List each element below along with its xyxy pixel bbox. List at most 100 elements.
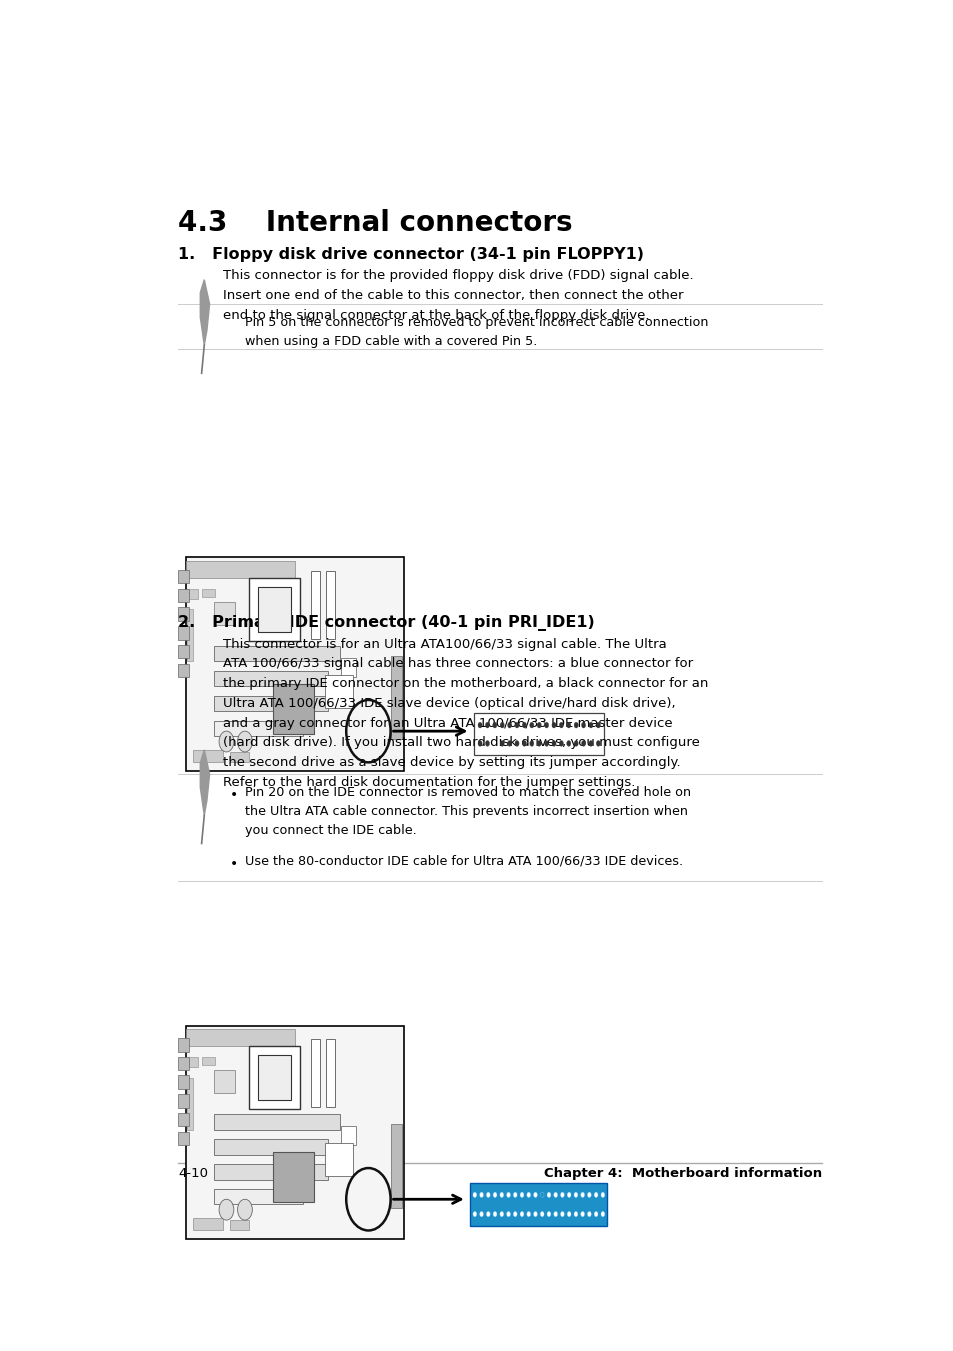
Circle shape [219, 1200, 233, 1220]
Text: Use the 80-conductor IDE cable for Ultra ATA 100/66/33 IDE devices.: Use the 80-conductor IDE cable for Ultra… [245, 855, 682, 867]
Circle shape [552, 723, 556, 728]
Circle shape [567, 1193, 571, 1197]
Circle shape [237, 731, 252, 753]
Circle shape [506, 1212, 510, 1217]
Text: Pin 5 on the connector is removed to prevent incorrect cable connection: Pin 5 on the connector is removed to pre… [245, 316, 708, 330]
Circle shape [588, 740, 593, 746]
Circle shape [537, 723, 540, 728]
Circle shape [473, 1193, 476, 1197]
Text: Refer to the hard disk documentation for the jumper settings.: Refer to the hard disk documentation for… [222, 775, 635, 789]
Text: 1.   Floppy disk drive connector (34-1 pin FLOPPY1): 1. Floppy disk drive connector (34-1 pin… [178, 247, 643, 262]
Bar [178, 608, 189, 621]
Circle shape [537, 740, 540, 746]
Circle shape [513, 1193, 517, 1197]
Circle shape [594, 1212, 598, 1217]
Circle shape [560, 1212, 563, 1217]
Text: (hard disk drive). If you install two hard disk drives, you must configure: (hard disk drive). If you install two ha… [222, 736, 699, 750]
Circle shape [507, 740, 511, 746]
Circle shape [554, 1193, 557, 1197]
Text: the second drive as a slave device by setting its jumper accordingly.: the second drive as a slave device by se… [222, 757, 679, 769]
Circle shape [499, 740, 504, 746]
Circle shape [596, 723, 599, 728]
FancyBboxPatch shape [186, 1025, 403, 1239]
Circle shape [544, 740, 548, 746]
Bar [187, 1078, 193, 1129]
Bar [273, 685, 314, 734]
Bar [249, 578, 300, 640]
Circle shape [587, 1212, 591, 1217]
Circle shape [554, 1212, 557, 1217]
Circle shape [477, 740, 481, 746]
Bar [311, 571, 320, 639]
Bar [178, 589, 189, 603]
Circle shape [486, 1212, 490, 1217]
Bar [178, 570, 189, 584]
Text: Insert one end of the cable to this connector, then connect the other: Insert one end of the cable to this conn… [222, 289, 682, 303]
Circle shape [499, 723, 504, 728]
Text: 4-10: 4-10 [178, 1166, 208, 1179]
Bar [258, 1055, 291, 1101]
Circle shape [566, 723, 570, 728]
Text: Chapter 4:  Motherboard information: Chapter 4: Motherboard information [543, 1166, 821, 1179]
Circle shape [600, 1193, 604, 1197]
Circle shape [515, 740, 518, 746]
Circle shape [485, 740, 489, 746]
Circle shape [566, 740, 570, 746]
Bar [341, 658, 355, 677]
Bar [324, 1143, 353, 1177]
Circle shape [539, 1193, 543, 1197]
Circle shape [526, 1212, 530, 1217]
Circle shape [539, 1212, 543, 1217]
Circle shape [560, 1193, 563, 1197]
Bar [193, 750, 222, 762]
Circle shape [219, 731, 233, 753]
Circle shape [526, 1193, 530, 1197]
Bar [474, 713, 603, 755]
Bar [178, 1132, 189, 1146]
Bar [202, 589, 215, 597]
Text: 2.   Primary IDE connector (40-1 pin PRI_IDE1): 2. Primary IDE connector (40-1 pin PRI_I… [178, 615, 595, 631]
Circle shape [574, 740, 578, 746]
Bar [230, 1220, 249, 1231]
Circle shape [237, 1200, 252, 1220]
Circle shape [596, 740, 599, 746]
Bar [190, 1056, 198, 1067]
Bar [390, 657, 401, 739]
Bar [190, 589, 198, 598]
Circle shape [479, 1193, 483, 1197]
Polygon shape [200, 280, 210, 346]
Text: Ultra ATA 100/66/33 IDE slave device (optical drive/hard disk drive),: Ultra ATA 100/66/33 IDE slave device (op… [222, 697, 675, 709]
Bar [193, 1219, 222, 1231]
Bar [324, 676, 353, 708]
Circle shape [533, 1193, 537, 1197]
Circle shape [493, 1212, 497, 1217]
Circle shape [486, 1193, 490, 1197]
Circle shape [515, 723, 518, 728]
Bar [311, 1039, 320, 1106]
Circle shape [493, 1193, 497, 1197]
Text: ATA 100/66/33 signal cable has three connectors: a blue connector for: ATA 100/66/33 signal cable has three con… [222, 658, 692, 670]
Polygon shape [200, 750, 210, 816]
Text: This connector is for an Ultra ATA100/66/33 signal cable. The Ultra: This connector is for an Ultra ATA100/66… [222, 638, 666, 651]
Bar [178, 1038, 189, 1051]
Bar [341, 1127, 355, 1146]
Bar [326, 1039, 335, 1106]
Text: 4.3    Internal connectors: 4.3 Internal connectors [178, 209, 573, 236]
Circle shape [600, 1212, 604, 1217]
Circle shape [552, 740, 556, 746]
Circle shape [479, 1212, 483, 1217]
Circle shape [533, 1212, 537, 1217]
Circle shape [546, 1212, 550, 1217]
Circle shape [587, 1193, 591, 1197]
Circle shape [499, 1212, 503, 1217]
Circle shape [567, 1212, 571, 1217]
Bar [213, 720, 302, 736]
Bar [213, 603, 234, 626]
Bar [249, 1046, 300, 1109]
Bar [178, 663, 189, 677]
Bar [178, 626, 189, 639]
Circle shape [519, 1193, 523, 1197]
Circle shape [506, 1193, 510, 1197]
Bar [186, 1028, 294, 1046]
Bar [326, 571, 335, 639]
